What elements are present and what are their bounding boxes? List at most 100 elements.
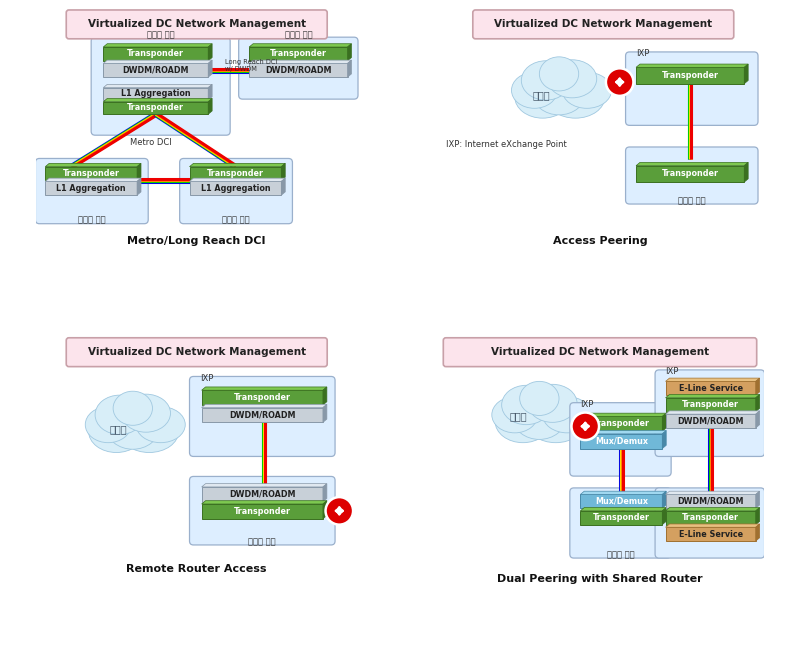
Ellipse shape	[539, 57, 578, 91]
Text: DWDM/ROADM: DWDM/ROADM	[678, 497, 744, 506]
Text: DWDM/ROADM: DWDM/ROADM	[122, 66, 189, 75]
Polygon shape	[756, 491, 760, 508]
Text: Long Reach DCI
w/ DWDM: Long Reach DCI w/ DWDM	[225, 59, 277, 72]
Polygon shape	[662, 508, 666, 524]
Text: 데이터 센터: 데이터 센터	[678, 196, 706, 205]
FancyBboxPatch shape	[666, 398, 756, 411]
Polygon shape	[249, 43, 351, 47]
Text: Virtualized DC Network Management: Virtualized DC Network Management	[491, 347, 709, 357]
Polygon shape	[103, 60, 212, 64]
FancyBboxPatch shape	[666, 494, 756, 508]
FancyBboxPatch shape	[580, 434, 662, 449]
Text: DWDM/ROADM: DWDM/ROADM	[678, 417, 744, 425]
Polygon shape	[282, 163, 286, 181]
Polygon shape	[756, 395, 760, 411]
Text: Metro/Long Reach DCI: Metro/Long Reach DCI	[127, 236, 266, 246]
Polygon shape	[202, 387, 327, 390]
Polygon shape	[744, 64, 748, 84]
Text: IXP: IXP	[666, 367, 679, 377]
Polygon shape	[666, 508, 760, 511]
Polygon shape	[580, 431, 666, 434]
Circle shape	[606, 68, 634, 96]
Polygon shape	[202, 404, 327, 407]
Ellipse shape	[113, 391, 153, 425]
Polygon shape	[208, 43, 212, 61]
FancyBboxPatch shape	[103, 47, 208, 61]
Text: IXP: IXP	[636, 50, 650, 58]
FancyBboxPatch shape	[580, 416, 662, 432]
Text: Virtualized DC Network Management: Virtualized DC Network Management	[88, 347, 306, 357]
Polygon shape	[744, 163, 748, 182]
Text: IXP: Internet eXchange Point: IXP: Internet eXchange Point	[446, 140, 566, 149]
FancyBboxPatch shape	[91, 37, 230, 135]
Text: Transponder: Transponder	[234, 393, 290, 402]
Polygon shape	[666, 411, 760, 414]
Polygon shape	[323, 404, 327, 422]
FancyBboxPatch shape	[666, 414, 756, 428]
Polygon shape	[208, 98, 212, 114]
FancyBboxPatch shape	[570, 403, 671, 476]
FancyBboxPatch shape	[580, 494, 662, 508]
Polygon shape	[347, 60, 351, 77]
Polygon shape	[208, 84, 212, 100]
Ellipse shape	[547, 60, 597, 98]
Text: Transponder: Transponder	[207, 169, 264, 178]
Polygon shape	[662, 413, 666, 432]
Text: 데이터 센터: 데이터 센터	[147, 31, 174, 39]
FancyBboxPatch shape	[190, 167, 282, 181]
Ellipse shape	[562, 72, 611, 108]
Text: Transponder: Transponder	[593, 419, 650, 428]
Text: Remote Router Access: Remote Router Access	[126, 564, 267, 574]
FancyBboxPatch shape	[180, 159, 293, 223]
Text: L1 Aggregation: L1 Aggregation	[121, 90, 190, 98]
Ellipse shape	[86, 407, 131, 443]
FancyBboxPatch shape	[636, 68, 744, 84]
FancyBboxPatch shape	[666, 381, 756, 395]
Text: 데이터 센터: 데이터 센터	[78, 215, 106, 225]
Polygon shape	[323, 484, 327, 502]
Text: Virtualized DC Network Management: Virtualized DC Network Management	[494, 19, 712, 29]
Ellipse shape	[502, 385, 551, 425]
Polygon shape	[666, 524, 760, 527]
Text: 인터넷: 인터넷	[110, 425, 127, 435]
FancyBboxPatch shape	[238, 37, 358, 99]
Polygon shape	[190, 163, 286, 167]
Text: IXP: IXP	[200, 374, 214, 383]
Ellipse shape	[520, 381, 559, 415]
Circle shape	[571, 413, 599, 440]
Ellipse shape	[495, 400, 551, 443]
Polygon shape	[636, 163, 748, 166]
Polygon shape	[202, 500, 327, 504]
Text: 데이터 센터: 데이터 센터	[249, 537, 276, 546]
FancyBboxPatch shape	[249, 64, 347, 77]
Text: E-Line Service: E-Line Service	[678, 384, 742, 393]
Polygon shape	[636, 64, 748, 68]
FancyBboxPatch shape	[666, 527, 756, 541]
Polygon shape	[103, 84, 212, 88]
FancyBboxPatch shape	[636, 166, 744, 182]
Text: DWDM/ROADM: DWDM/ROADM	[229, 490, 295, 499]
Polygon shape	[756, 411, 760, 428]
Ellipse shape	[528, 384, 577, 422]
Ellipse shape	[136, 407, 186, 443]
Text: Transponder: Transponder	[682, 400, 739, 409]
Polygon shape	[756, 508, 760, 524]
FancyBboxPatch shape	[103, 64, 208, 77]
Polygon shape	[190, 178, 286, 181]
Polygon shape	[662, 431, 666, 449]
FancyBboxPatch shape	[580, 511, 662, 524]
Text: Transponder: Transponder	[593, 513, 650, 522]
Polygon shape	[666, 378, 760, 381]
Ellipse shape	[511, 72, 558, 108]
FancyBboxPatch shape	[666, 511, 756, 524]
Polygon shape	[323, 387, 327, 405]
Polygon shape	[666, 491, 760, 494]
Text: Transponder: Transponder	[662, 169, 718, 179]
Text: Transponder: Transponder	[270, 50, 327, 58]
Polygon shape	[580, 413, 666, 416]
Text: 인터넷: 인터넷	[532, 90, 550, 100]
Text: L1 Aggregation: L1 Aggregation	[56, 184, 126, 193]
Polygon shape	[580, 491, 666, 494]
Ellipse shape	[120, 410, 178, 452]
Ellipse shape	[533, 72, 586, 115]
